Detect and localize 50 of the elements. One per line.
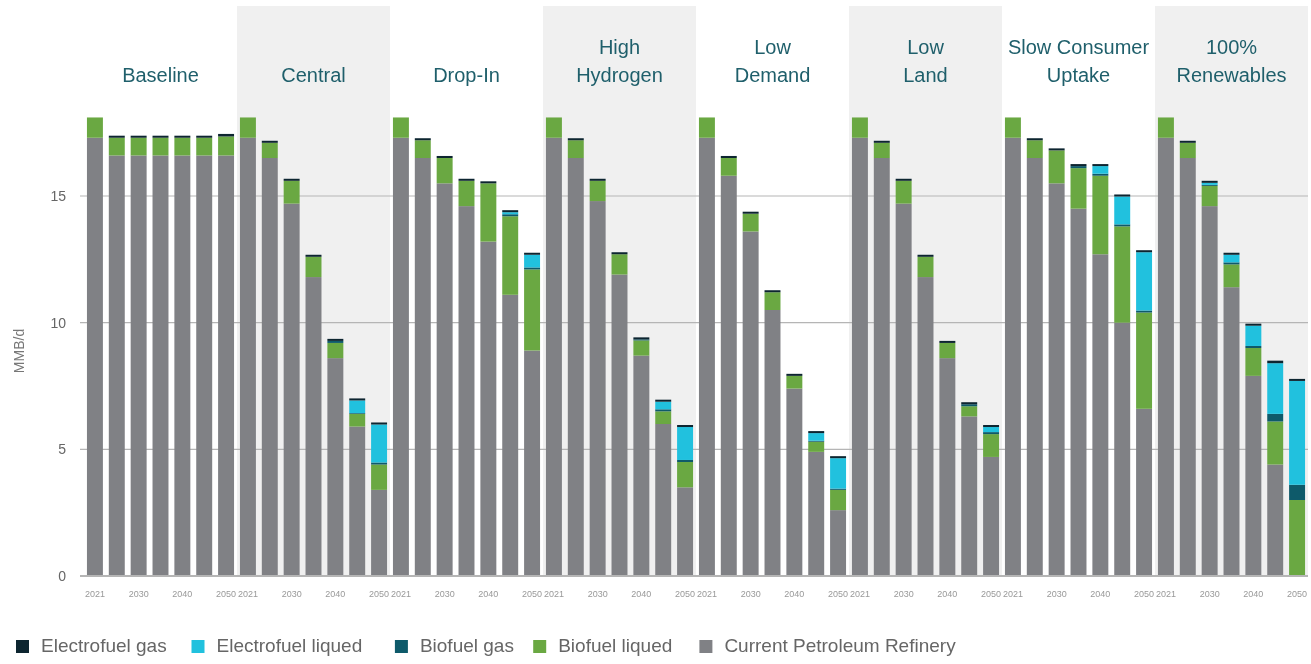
- annotation: Low Demand: [734, 36, 811, 86]
- x-tick-label: 2030: [128, 589, 149, 599]
- legend-label: Electrofuel liqued: [216, 635, 363, 656]
- x-tick-label: 2021: [849, 589, 870, 599]
- x-tick-label: 2050: [828, 589, 849, 599]
- x-tick-label: 2030: [587, 589, 608, 599]
- annotation: High Hydrogen: [576, 36, 663, 86]
- x-tick-label: 2050: [675, 589, 696, 599]
- y-tick-label: 5: [58, 441, 67, 458]
- annotation: Slow Consumer Uptake: [1007, 36, 1150, 86]
- legend-label: Biofuel liqued: [558, 635, 673, 656]
- x-tick-label: 2030: [893, 589, 914, 599]
- x-tick-label: 2030: [740, 589, 761, 599]
- x-tick-label: 2050: [522, 589, 543, 599]
- y-tick-label: 10: [50, 314, 67, 331]
- legend-label: Current Petroleum Refinery: [724, 635, 957, 656]
- x-tick-label: 2040: [937, 589, 958, 599]
- y-tick-label: 0: [58, 568, 67, 584]
- x-tick-label: 2030: [1199, 589, 1220, 599]
- x-tick-label: 2030: [1046, 589, 1067, 599]
- x-tick-label: 2050: [1134, 589, 1155, 599]
- x-tick-label: 2030: [434, 589, 455, 599]
- annotation: Baseline: [122, 64, 199, 86]
- x-tick-label: 2050: [1287, 589, 1308, 599]
- x-tick-label: 2050: [369, 589, 390, 599]
- x-tick-label: 2021: [543, 589, 564, 599]
- x-tick-label: 2021: [1002, 589, 1023, 599]
- x-tick-label: 2040: [1090, 589, 1111, 599]
- x-tick-label: 2040: [172, 589, 193, 599]
- x-tick-label: 2021: [1155, 589, 1176, 599]
- legend-label: Biofuel gas: [419, 635, 514, 656]
- annotation: Central: [281, 64, 346, 86]
- y-axis-title: MMB/d: [11, 328, 27, 374]
- x-tick-label: 2021: [696, 589, 717, 599]
- annotation: 100% Renewables: [1176, 36, 1287, 86]
- x-tick-label: 2021: [237, 589, 258, 599]
- x-tick-label: 2021: [84, 589, 105, 599]
- x-tick-label: 2040: [1243, 589, 1264, 599]
- x-tick-label: 2021: [390, 589, 411, 599]
- annotation: Low Land: [903, 36, 948, 86]
- x-tick-label: 2050: [216, 589, 237, 599]
- x-tick-label: 2040: [325, 589, 346, 599]
- annotation: Drop-In: [433, 64, 500, 86]
- y-tick-label: 15: [50, 188, 67, 204]
- legend-label: Electrofuel gas: [41, 635, 167, 656]
- x-tick-label: 2050: [981, 589, 1002, 599]
- x-tick-label: 2030: [281, 589, 302, 599]
- x-tick-label: 2040: [478, 589, 499, 599]
- x-tick-label: 2040: [631, 589, 652, 599]
- x-tick-label: 2040: [784, 589, 805, 599]
